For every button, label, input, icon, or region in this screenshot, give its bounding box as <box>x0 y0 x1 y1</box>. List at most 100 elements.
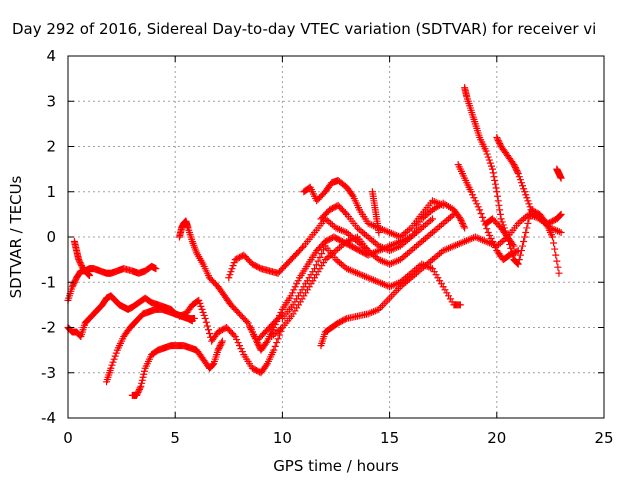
y-tick-label: -4 <box>41 409 56 427</box>
data-point <box>135 385 143 393</box>
y-tick-label: -3 <box>41 364 56 382</box>
data-point <box>489 165 497 173</box>
data-point <box>550 239 558 247</box>
data-point <box>246 322 254 330</box>
data-point <box>523 194 531 202</box>
data-point <box>110 355 118 363</box>
data-point <box>510 161 518 169</box>
data-point <box>484 153 492 161</box>
y-tick-label: 3 <box>46 92 56 110</box>
data-point <box>552 251 560 259</box>
data-point <box>316 253 324 261</box>
data-point <box>291 283 299 291</box>
data-point <box>208 361 216 369</box>
data-point <box>270 324 278 331</box>
data-point <box>140 367 148 375</box>
data-point <box>557 228 565 236</box>
data-point <box>490 173 498 181</box>
data-point <box>496 210 504 218</box>
data-point <box>494 197 502 205</box>
data-point <box>348 191 356 199</box>
y-tick-label: -1 <box>41 273 56 291</box>
data-point <box>513 167 521 175</box>
data-point <box>375 228 383 236</box>
data-point <box>216 342 224 350</box>
data-point <box>78 262 86 270</box>
data-point <box>229 262 237 270</box>
data-series <box>70 238 93 279</box>
data-series <box>553 165 565 182</box>
data-point <box>70 280 78 288</box>
data-point <box>497 215 505 223</box>
data-point <box>494 136 502 144</box>
data-point <box>428 215 436 223</box>
data-point <box>507 244 515 252</box>
data-point <box>477 210 485 218</box>
data-point <box>456 215 464 223</box>
data-point <box>206 330 214 338</box>
data-point <box>137 382 145 390</box>
data-point <box>471 197 479 205</box>
data-points <box>64 84 565 399</box>
data-point <box>318 250 326 258</box>
data-series <box>278 242 464 322</box>
data-point <box>85 271 93 279</box>
axis-ticks: 0 5 10 15 20 25 -4 -3 -2 -1 0 1 2 3 4 <box>41 47 614 447</box>
y-tick-label: -2 <box>41 319 56 337</box>
data-point <box>134 388 142 396</box>
data-point <box>514 168 522 176</box>
data-point <box>216 343 224 351</box>
data-point <box>513 247 521 255</box>
data-series <box>175 296 286 377</box>
data-point <box>202 318 210 326</box>
data-point <box>244 319 252 327</box>
data-point <box>521 188 529 196</box>
data-point <box>458 218 466 226</box>
data-point <box>111 352 119 360</box>
data-series <box>128 337 226 399</box>
data-point <box>496 139 504 147</box>
y-tick-label: 0 <box>46 228 56 246</box>
data-point <box>514 170 522 178</box>
data-point <box>516 251 524 259</box>
data-point <box>218 339 226 347</box>
x-tick-label: 10 <box>273 429 292 447</box>
data-point <box>196 299 204 307</box>
data-point <box>312 261 320 269</box>
data-point <box>515 256 523 264</box>
data-point <box>201 314 209 322</box>
data-point <box>341 315 349 323</box>
data-point <box>204 326 212 334</box>
data-point <box>461 224 469 232</box>
data-point <box>522 191 530 199</box>
data-point <box>483 225 491 233</box>
data-point <box>459 221 467 229</box>
data-point <box>341 209 349 217</box>
data-point <box>190 314 198 322</box>
data-point <box>69 281 77 289</box>
y-axis-label: SDTVAR / TECUs <box>7 175 25 298</box>
data-point <box>262 361 270 369</box>
data-series <box>461 84 518 250</box>
data-point <box>107 364 115 372</box>
data-point <box>458 219 466 227</box>
data-point <box>271 342 279 350</box>
grid <box>68 56 604 418</box>
data-point <box>71 277 79 285</box>
data-point <box>209 360 217 368</box>
data-point <box>215 345 223 353</box>
data-point <box>514 259 522 267</box>
data-point <box>230 259 238 267</box>
data-point <box>133 390 141 398</box>
data-point <box>502 231 510 239</box>
data-point <box>519 242 527 250</box>
data-point <box>273 317 281 325</box>
data-point <box>254 340 262 348</box>
data-point <box>271 320 279 328</box>
data-point <box>195 296 203 304</box>
data-point <box>474 203 482 211</box>
data-point <box>516 176 524 184</box>
data-point <box>460 222 468 230</box>
data-point <box>203 322 211 330</box>
